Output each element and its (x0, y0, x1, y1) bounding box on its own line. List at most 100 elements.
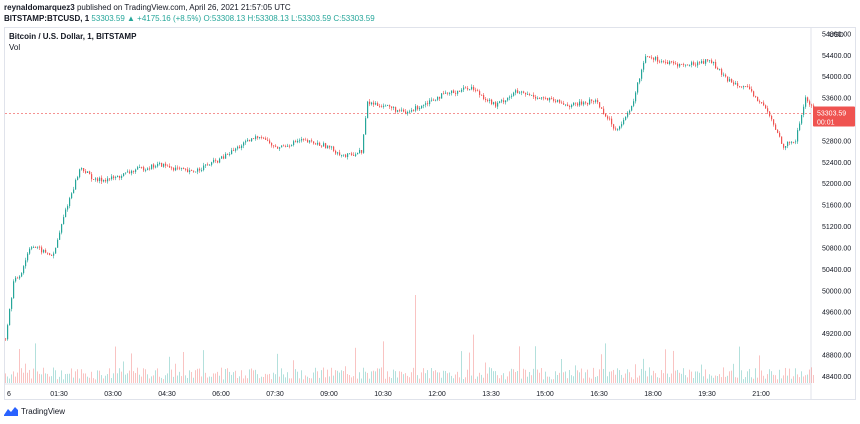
volume-bar (177, 375, 178, 383)
volume-bar (519, 346, 520, 383)
volume-bar (667, 373, 668, 383)
candle-body (87, 171, 89, 173)
volume-bar (775, 375, 776, 383)
volume-bar (53, 367, 54, 383)
candle-body (761, 102, 763, 103)
candle-body (251, 138, 253, 142)
candle-body (535, 96, 537, 99)
volume-bar (75, 371, 76, 383)
volume-bar (559, 372, 560, 383)
candle-body (111, 176, 113, 180)
volume-bar (607, 376, 608, 383)
candle-body (83, 168, 85, 172)
volume-bar (265, 373, 266, 383)
volume-bar (103, 378, 104, 383)
volume-bar (603, 368, 604, 383)
candle-body (331, 146, 333, 148)
volume-bar (317, 371, 318, 383)
candle-body (685, 64, 687, 66)
publisher-name[interactable]: reynaldomarquez3 (4, 3, 75, 12)
candle-body (191, 170, 193, 172)
volume-bar (487, 373, 488, 383)
volume-bar (797, 374, 798, 383)
candle-body (513, 92, 515, 96)
volume-bar (189, 370, 190, 383)
volume-bar (133, 371, 134, 383)
candle-body (29, 248, 31, 254)
tradingview-brand[interactable]: TradingView (21, 406, 66, 416)
x-tick-label: 18:00 (644, 391, 662, 398)
candle-body (153, 164, 155, 168)
candle-body (645, 56, 647, 63)
volume-bar (45, 373, 46, 383)
volume-bar (35, 343, 36, 383)
volume-bar (63, 379, 64, 383)
volume-bar (779, 369, 780, 383)
volume-bar (697, 371, 698, 383)
volume-bar (657, 377, 658, 383)
candle-body (227, 153, 229, 155)
candle-body (131, 170, 133, 174)
candle-body (89, 171, 91, 175)
candle-body (733, 82, 735, 85)
volume-bar (419, 378, 420, 383)
candle-body (103, 179, 105, 182)
candle-body (371, 102, 373, 105)
volume-bar (289, 378, 290, 383)
volume-bar (565, 371, 566, 383)
candle-body (803, 106, 805, 115)
volume-bar (425, 373, 426, 383)
candle-body (545, 97, 547, 99)
candle-body (633, 101, 635, 106)
candle-body (389, 105, 391, 107)
candle-body (81, 168, 83, 170)
candle-body (707, 59, 709, 61)
volume-bar (539, 372, 540, 383)
candle-body (533, 94, 535, 97)
candle-body (425, 103, 427, 105)
candle-body (163, 163, 165, 167)
candle-body (235, 148, 237, 151)
volume-bar (295, 369, 296, 383)
volume-bar (283, 374, 284, 383)
volume-bar (441, 377, 442, 383)
candle-body (725, 74, 727, 77)
candle-body (341, 154, 343, 156)
volume-bar (655, 373, 656, 383)
y-tick-label: 53600.00 (822, 96, 851, 103)
volume-bar (315, 367, 316, 383)
volume-bar (99, 370, 100, 383)
candle-body (109, 178, 111, 180)
volume-bar (407, 375, 408, 383)
volume-bar (49, 376, 50, 383)
volume-bar (759, 355, 760, 383)
volume-bar (353, 376, 354, 383)
candle-body (299, 140, 301, 142)
volume-bar (361, 378, 362, 383)
volume-bar (131, 353, 132, 383)
candle-body (565, 104, 567, 106)
candle-body (523, 91, 525, 93)
volume-bar (641, 368, 642, 383)
volume-bar (803, 376, 804, 383)
candle-body (465, 87, 467, 89)
volume-bar (665, 349, 666, 383)
volume-bar (561, 359, 562, 383)
volume-bar (579, 372, 580, 383)
candle-body (165, 163, 167, 166)
candle-body (755, 96, 757, 97)
volume-bar (325, 377, 326, 383)
candle-body (467, 88, 469, 90)
candle-body (399, 110, 401, 112)
candle-body (287, 145, 289, 147)
candle-body (669, 61, 671, 64)
candle-body (699, 62, 701, 64)
candle-body (469, 89, 471, 91)
candle-body (609, 118, 611, 120)
volume-bar (735, 377, 736, 383)
candle-body (517, 90, 519, 94)
y-tick-label: 49600.00 (822, 310, 851, 317)
volume-bar (551, 379, 552, 383)
volume-bar (577, 370, 578, 383)
